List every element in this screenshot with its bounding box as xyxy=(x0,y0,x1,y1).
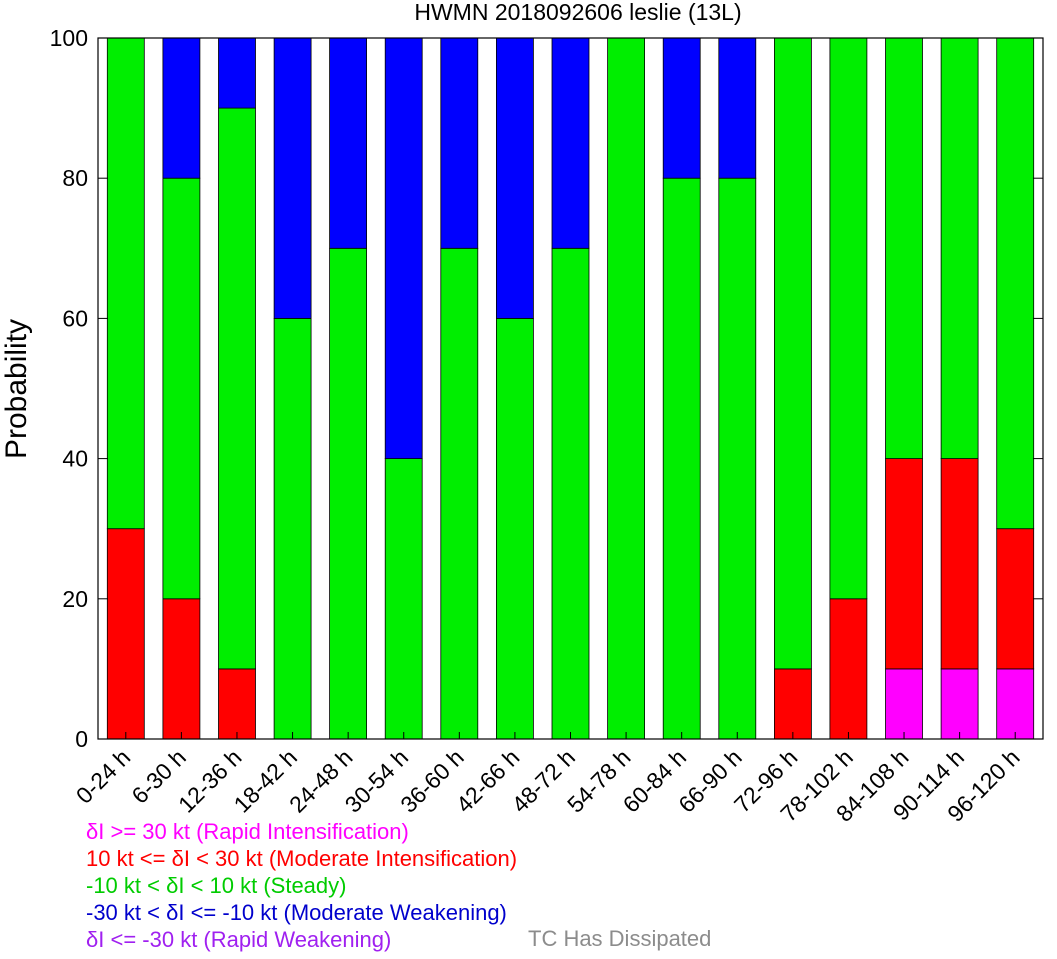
bar-steady-12 xyxy=(774,37,812,670)
bar-steady-16 xyxy=(996,37,1035,530)
bar-moderate-intensification-15 xyxy=(940,458,979,670)
y-axis-label: Probability xyxy=(0,319,33,459)
bar-steady-10 xyxy=(662,177,701,740)
bar-moderate-weakening-11 xyxy=(718,37,757,179)
bar-moderate-intensification-14 xyxy=(885,458,923,670)
y-tick-label-3: 60 xyxy=(62,305,88,331)
bar-rapid-intensification-14 xyxy=(885,668,923,740)
bar-steady-6 xyxy=(440,247,479,740)
bar-steady-4 xyxy=(329,247,368,740)
y-tick-label-1: 20 xyxy=(62,586,88,612)
bar-moderate-weakening-7 xyxy=(495,37,534,319)
bar-moderate-weakening-6 xyxy=(440,37,479,249)
bar-moderate-weakening-3 xyxy=(273,37,312,319)
legend: δI >= 30 kt (Rapid Intensification) 10 k… xyxy=(86,818,517,953)
bar-moderate-weakening-5 xyxy=(384,37,423,460)
bar-steady-14 xyxy=(885,37,923,460)
bar-steady-15 xyxy=(940,37,979,460)
bar-moderate-intensification-12 xyxy=(774,668,812,740)
y-tick-label-0: 0 xyxy=(75,726,88,752)
bar-steady-2 xyxy=(218,107,256,670)
bar-steady-0 xyxy=(106,37,145,530)
legend-item-moderate-weakening: -30 kt < δI <= -10 kt (Moderate Weakenin… xyxy=(86,900,507,925)
bar-moderate-intensification-0 xyxy=(106,528,145,740)
bar-moderate-intensification-16 xyxy=(996,528,1035,670)
x-tick-label-0: 0-24 h xyxy=(71,744,136,809)
bar-steady-7 xyxy=(495,317,534,740)
bars-group xyxy=(106,37,1035,740)
bar-moderate-weakening-10 xyxy=(662,37,701,179)
legend-item-dissipated: TC Has Dissipated xyxy=(528,926,712,951)
y-tick-label-5: 100 xyxy=(50,25,88,51)
bar-steady-3 xyxy=(273,317,312,740)
bar-rapid-intensification-15 xyxy=(940,668,979,740)
bar-steady-1 xyxy=(162,177,201,600)
y-tick-label-2: 40 xyxy=(62,446,88,472)
legend-item-moderate-intensification: 10 kt <= δI < 30 kt (Moderate Intensific… xyxy=(86,846,518,871)
legend-item-steady: -10 kt < δI < 10 kt (Steady) xyxy=(86,873,347,898)
bar-steady-11 xyxy=(718,177,757,740)
bar-moderate-weakening-1 xyxy=(162,37,201,179)
bar-moderate-intensification-1 xyxy=(162,598,201,740)
plot-frame xyxy=(97,37,1044,740)
bar-moderate-intensification-2 xyxy=(218,668,256,740)
y-tick-label-4: 80 xyxy=(62,165,88,191)
bar-moderate-weakening-4 xyxy=(329,37,368,249)
bar-moderate-weakening-2 xyxy=(218,37,256,109)
bar-moderate-weakening-8 xyxy=(551,37,590,249)
bar-steady-8 xyxy=(551,247,590,740)
legend-item-rapid-intensification: δI >= 30 kt (Rapid Intensification) xyxy=(86,819,409,844)
bar-steady-5 xyxy=(384,458,423,740)
bar-rapid-intensification-16 xyxy=(996,668,1035,740)
bar-steady-9 xyxy=(607,37,645,740)
legend-item-rapid-weakening: δI <= -30 kt (Rapid Weakening) xyxy=(86,927,392,952)
bar-moderate-intensification-13 xyxy=(829,598,868,740)
bar-steady-13 xyxy=(829,37,868,600)
chart-title: HWMN 2018092606 leslie (13L) xyxy=(414,0,741,25)
